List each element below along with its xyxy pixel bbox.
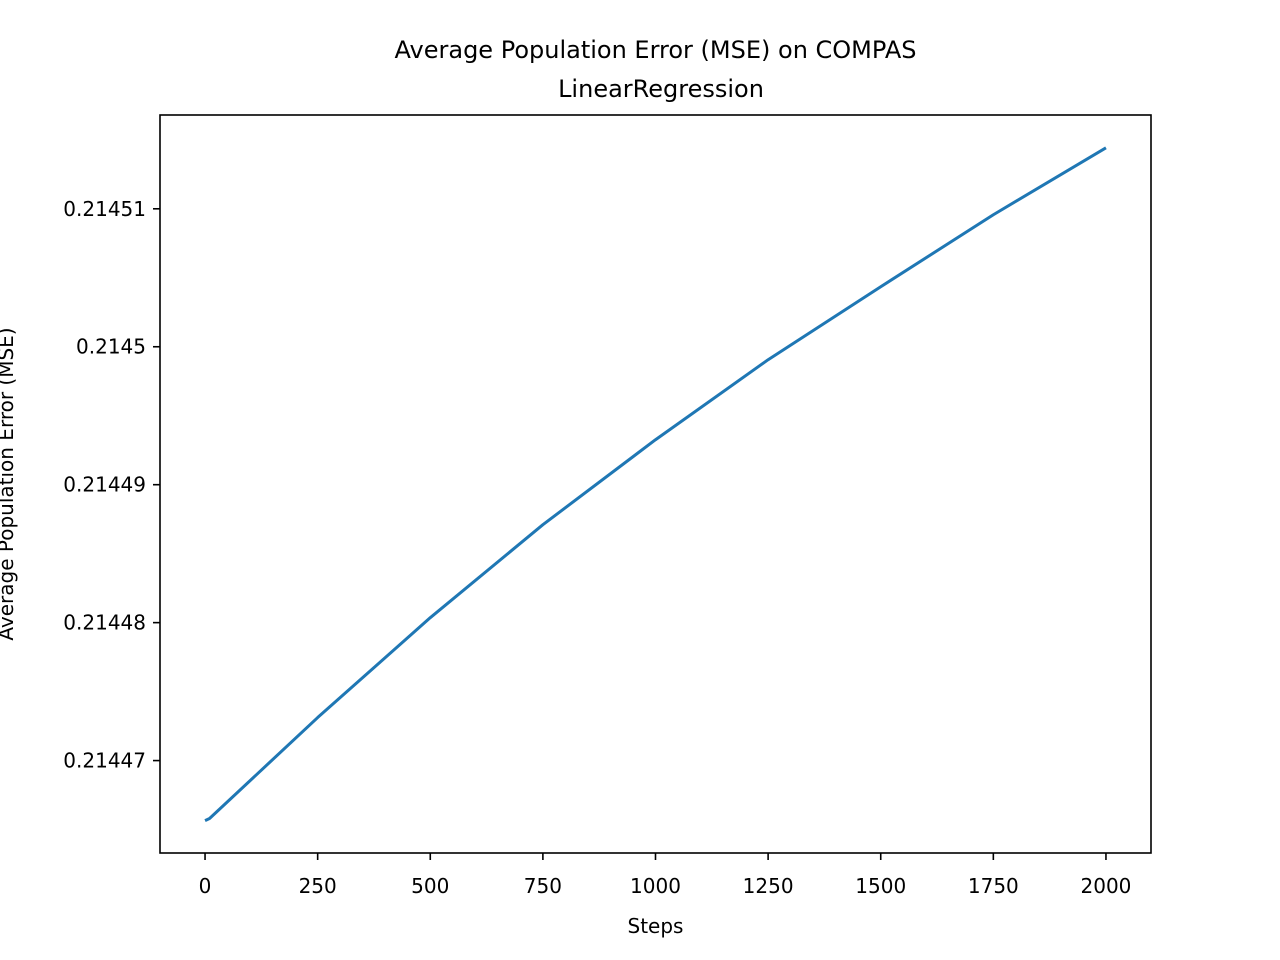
x-tick-label: 750 <box>524 874 562 898</box>
x-tick-label: 1500 <box>855 874 906 898</box>
x-tick-label: 1750 <box>968 874 1019 898</box>
x-tick-label: 2000 <box>1081 874 1132 898</box>
x-tick-label: 1250 <box>743 874 794 898</box>
y-tick-label: 0.21448 <box>63 611 146 635</box>
x-tick-label: 1000 <box>630 874 681 898</box>
y-tick-label: 0.21447 <box>63 749 146 773</box>
x-axis-label: Steps <box>628 914 684 938</box>
x-tick-label: 500 <box>411 874 449 898</box>
chart-title: Average Population Error (MSE) on COMPAS <box>395 36 917 64</box>
y-axis-label: Average Population Error (MSE) <box>0 327 18 640</box>
y-tick-label: 0.2145 <box>76 335 146 359</box>
chart-subtitle: LinearRegression <box>558 75 764 103</box>
axes-frame <box>159 114 1152 854</box>
y-tick-label: 0.21449 <box>63 473 146 497</box>
x-tick-label: 0 <box>199 874 212 898</box>
data-line <box>204 146 1107 822</box>
y-tick-label: 0.21451 <box>63 197 146 221</box>
plot-area: 0 250 500 750 1000 1250 1500 1750 2000 0.21447 0.2… <box>63 146 1132 898</box>
x-tick-label: 250 <box>299 874 337 898</box>
